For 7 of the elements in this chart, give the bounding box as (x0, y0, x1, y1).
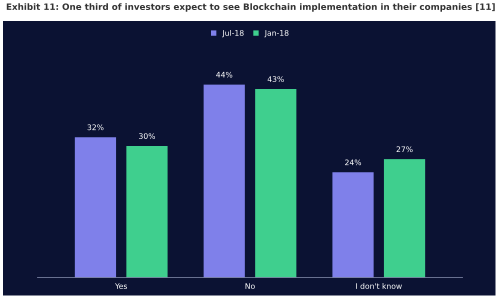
bar (332, 172, 374, 278)
bar (204, 84, 245, 278)
bar (255, 89, 296, 278)
bar (384, 159, 426, 278)
bar (126, 146, 168, 278)
chart-title: Exhibit 11: One third of investors expect to see Blockchain implementation in their companies [11] (6, 3, 495, 12)
bar (74, 137, 116, 278)
